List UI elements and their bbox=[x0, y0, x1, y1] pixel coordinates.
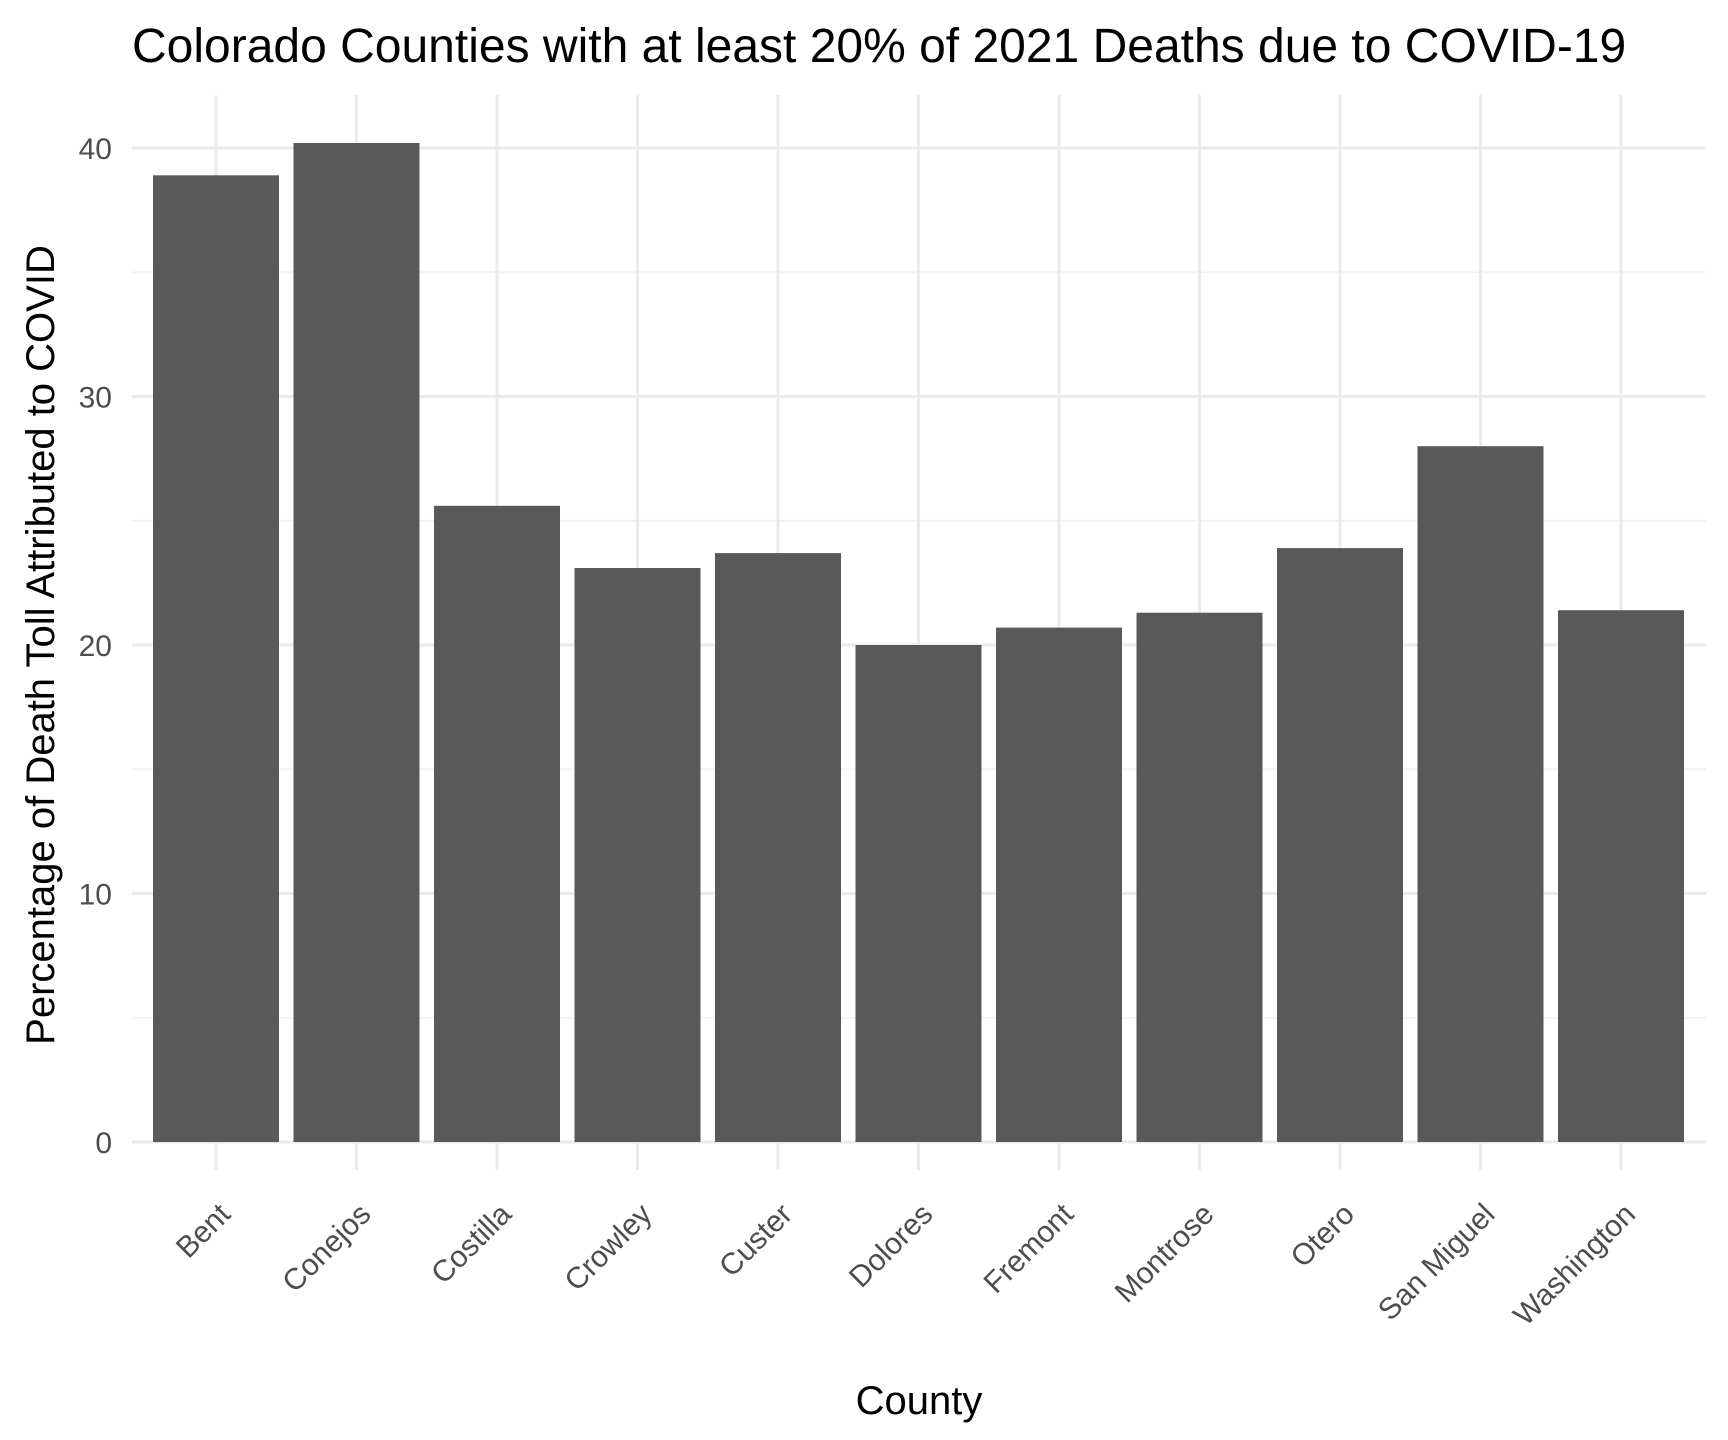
bar-montrose bbox=[1136, 612, 1263, 1142]
bars bbox=[153, 143, 1684, 1143]
x-tick-label: Crowley bbox=[558, 1198, 658, 1298]
x-tick-label: Montrose bbox=[1109, 1198, 1221, 1310]
x-tick-label: Dolores bbox=[843, 1198, 939, 1294]
x-tick-label: Conejos bbox=[276, 1198, 377, 1299]
bar-costilla bbox=[434, 505, 560, 1142]
x-axis-ticks: Bent Conejos Costilla Crowley Custer Dolores F… bbox=[170, 1197, 1642, 1332]
x-tick-label: Costilla bbox=[425, 1197, 518, 1290]
x-tick-label: Bent bbox=[170, 1197, 237, 1264]
bar-custer bbox=[715, 553, 841, 1142]
bar-bent bbox=[153, 175, 279, 1143]
bar-conejos bbox=[293, 143, 420, 1142]
y-tick-label: 30 bbox=[79, 382, 112, 415]
y-tick-label: 40 bbox=[79, 133, 112, 166]
bar-otero bbox=[1277, 548, 1403, 1142]
y-axis-title: Percentage of Death Toll Attributed to C… bbox=[19, 245, 63, 1045]
x-tick-label: Custer bbox=[713, 1198, 799, 1284]
x-axis-title: County bbox=[856, 1379, 983, 1423]
bar-fremont bbox=[996, 627, 1122, 1142]
y-axis-ticks: 0 10 20 30 40 bbox=[79, 133, 112, 1160]
x-tick-label: Otero bbox=[1285, 1198, 1361, 1274]
chart-title: Colorado Counties with at least 20% of 2… bbox=[132, 20, 1626, 73]
bar-washington bbox=[1558, 610, 1684, 1142]
x-tick-label: San Miguel bbox=[1372, 1198, 1501, 1327]
y-tick-label: 20 bbox=[79, 630, 112, 663]
bar-dolores bbox=[855, 645, 982, 1142]
y-tick-label: 0 bbox=[95, 1127, 112, 1160]
y-tick-label: 10 bbox=[79, 879, 112, 912]
bar-san-miguel bbox=[1417, 446, 1544, 1142]
x-tick-label: Fremont bbox=[978, 1197, 1081, 1300]
x-tick-label: Washington bbox=[1507, 1198, 1642, 1333]
bar-crowley bbox=[574, 568, 701, 1142]
